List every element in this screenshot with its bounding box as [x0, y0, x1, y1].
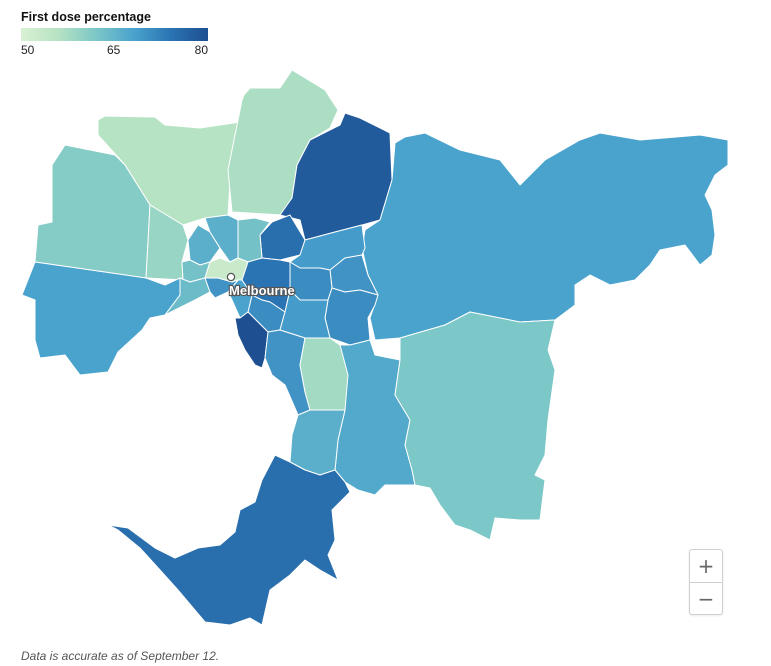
legend-tick-mid: 65 [107, 43, 121, 57]
legend-tick-min: 50 [21, 43, 35, 57]
map-region[interactable] [299, 337, 349, 411]
city-label-melbourne: Melbourne [229, 283, 295, 298]
map-region[interactable] [164, 277, 211, 316]
map-region[interactable] [361, 132, 729, 341]
legend-tick-max: 80 [194, 43, 208, 57]
legend-title: First dose percentage [21, 10, 151, 24]
map-region[interactable] [394, 311, 556, 541]
legend-color-scale [21, 28, 208, 41]
map-region[interactable] [204, 277, 239, 299]
zoom-in-button[interactable]: + [697, 554, 715, 578]
zoom-controls: + − [689, 549, 723, 615]
map-legend: First dose percentage 50 65 80 [21, 10, 208, 59]
legend-ticks: 50 65 80 [21, 43, 208, 59]
data-footnote: Data is accurate as of September 12. [21, 649, 220, 663]
map-region[interactable] [107, 454, 351, 626]
map-region[interactable] [21, 261, 191, 376]
zoom-out-button[interactable]: − [690, 582, 722, 615]
city-marker-icon [226, 272, 236, 282]
